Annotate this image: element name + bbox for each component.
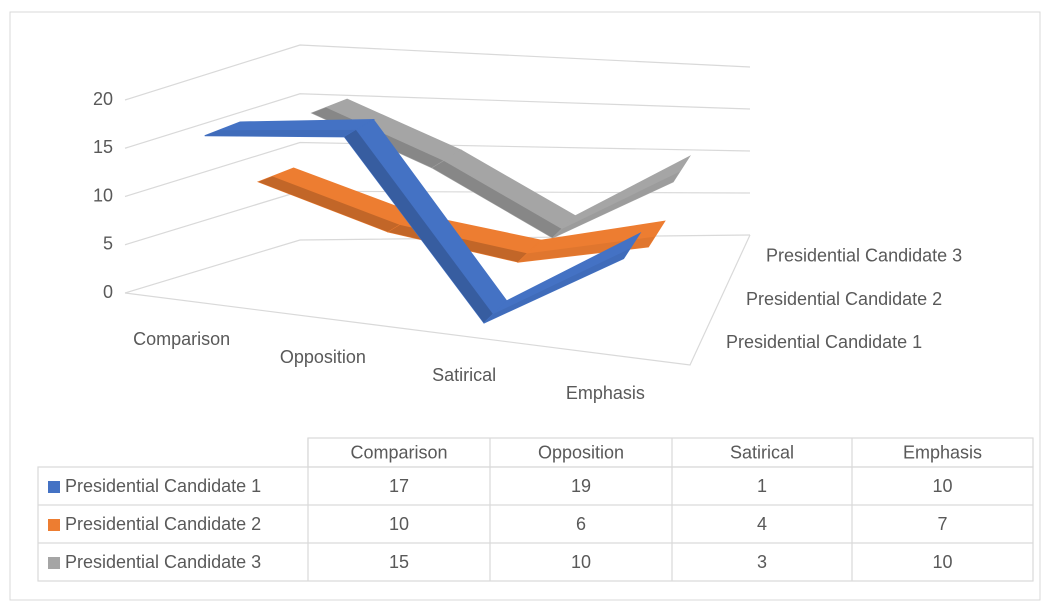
- table-header: Opposition: [538, 442, 624, 462]
- legend-swatch: [48, 481, 60, 493]
- y-tick-label: 5: [103, 234, 113, 254]
- table-value: 19: [571, 476, 591, 496]
- ribbon-shade: [344, 129, 494, 324]
- ribbon-shade: [204, 129, 356, 137]
- table-header: Comparison: [350, 442, 447, 462]
- table-value: 1: [757, 476, 767, 496]
- ribbon-segment: [483, 232, 642, 324]
- y-tick-label: 15: [93, 137, 113, 157]
- x-tick-label: Comparison: [133, 329, 230, 349]
- table-value: 10: [389, 514, 409, 534]
- legend-label: Presidential Candidate 1: [65, 476, 261, 496]
- table-value: 10: [932, 476, 952, 496]
- legend-label: Presidential Candidate 3: [65, 552, 261, 572]
- table-value: 15: [389, 552, 409, 572]
- table-value: 10: [571, 552, 591, 572]
- ribbon-shade: [552, 171, 680, 238]
- y-tick-label: 20: [93, 89, 113, 109]
- ribbon-segment: [552, 155, 691, 239]
- ribbon-shade: [258, 176, 400, 233]
- ribbon-shade: [432, 160, 562, 238]
- legend-label: Presidential Candidate 2: [65, 514, 261, 534]
- grid-line: [124, 44, 751, 101]
- table-value: 3: [757, 552, 767, 572]
- y-tick-label: 10: [93, 185, 113, 205]
- x-tick-label: Emphasis: [566, 383, 645, 403]
- floor-edge: [124, 234, 751, 366]
- table-cell: [37, 466, 1034, 582]
- table-header: Satirical: [730, 442, 794, 462]
- grid-line: [124, 93, 751, 149]
- grid-line: [124, 141, 751, 198]
- x-tick-label: Opposition: [280, 347, 366, 367]
- table-value: 7: [937, 514, 947, 534]
- x-tick-label: Satirical: [432, 365, 496, 385]
- legend-swatch: [48, 557, 60, 569]
- chart-border: [9, 11, 1041, 601]
- y-tick-label: 0: [103, 282, 113, 302]
- table-value: 4: [757, 514, 767, 534]
- depth-tick-label: Presidential Candidate 1: [726, 332, 922, 352]
- depth-tick-label: Presidential Candidate 2: [746, 289, 942, 309]
- ribbon-shade: [483, 248, 631, 324]
- table-value: 17: [389, 476, 409, 496]
- table-header: Emphasis: [903, 442, 982, 462]
- depth-tick-label: Presidential Candidate 3: [766, 245, 962, 265]
- legend-swatch: [48, 519, 60, 531]
- table-value: 10: [932, 552, 952, 572]
- table-value: 6: [576, 514, 586, 534]
